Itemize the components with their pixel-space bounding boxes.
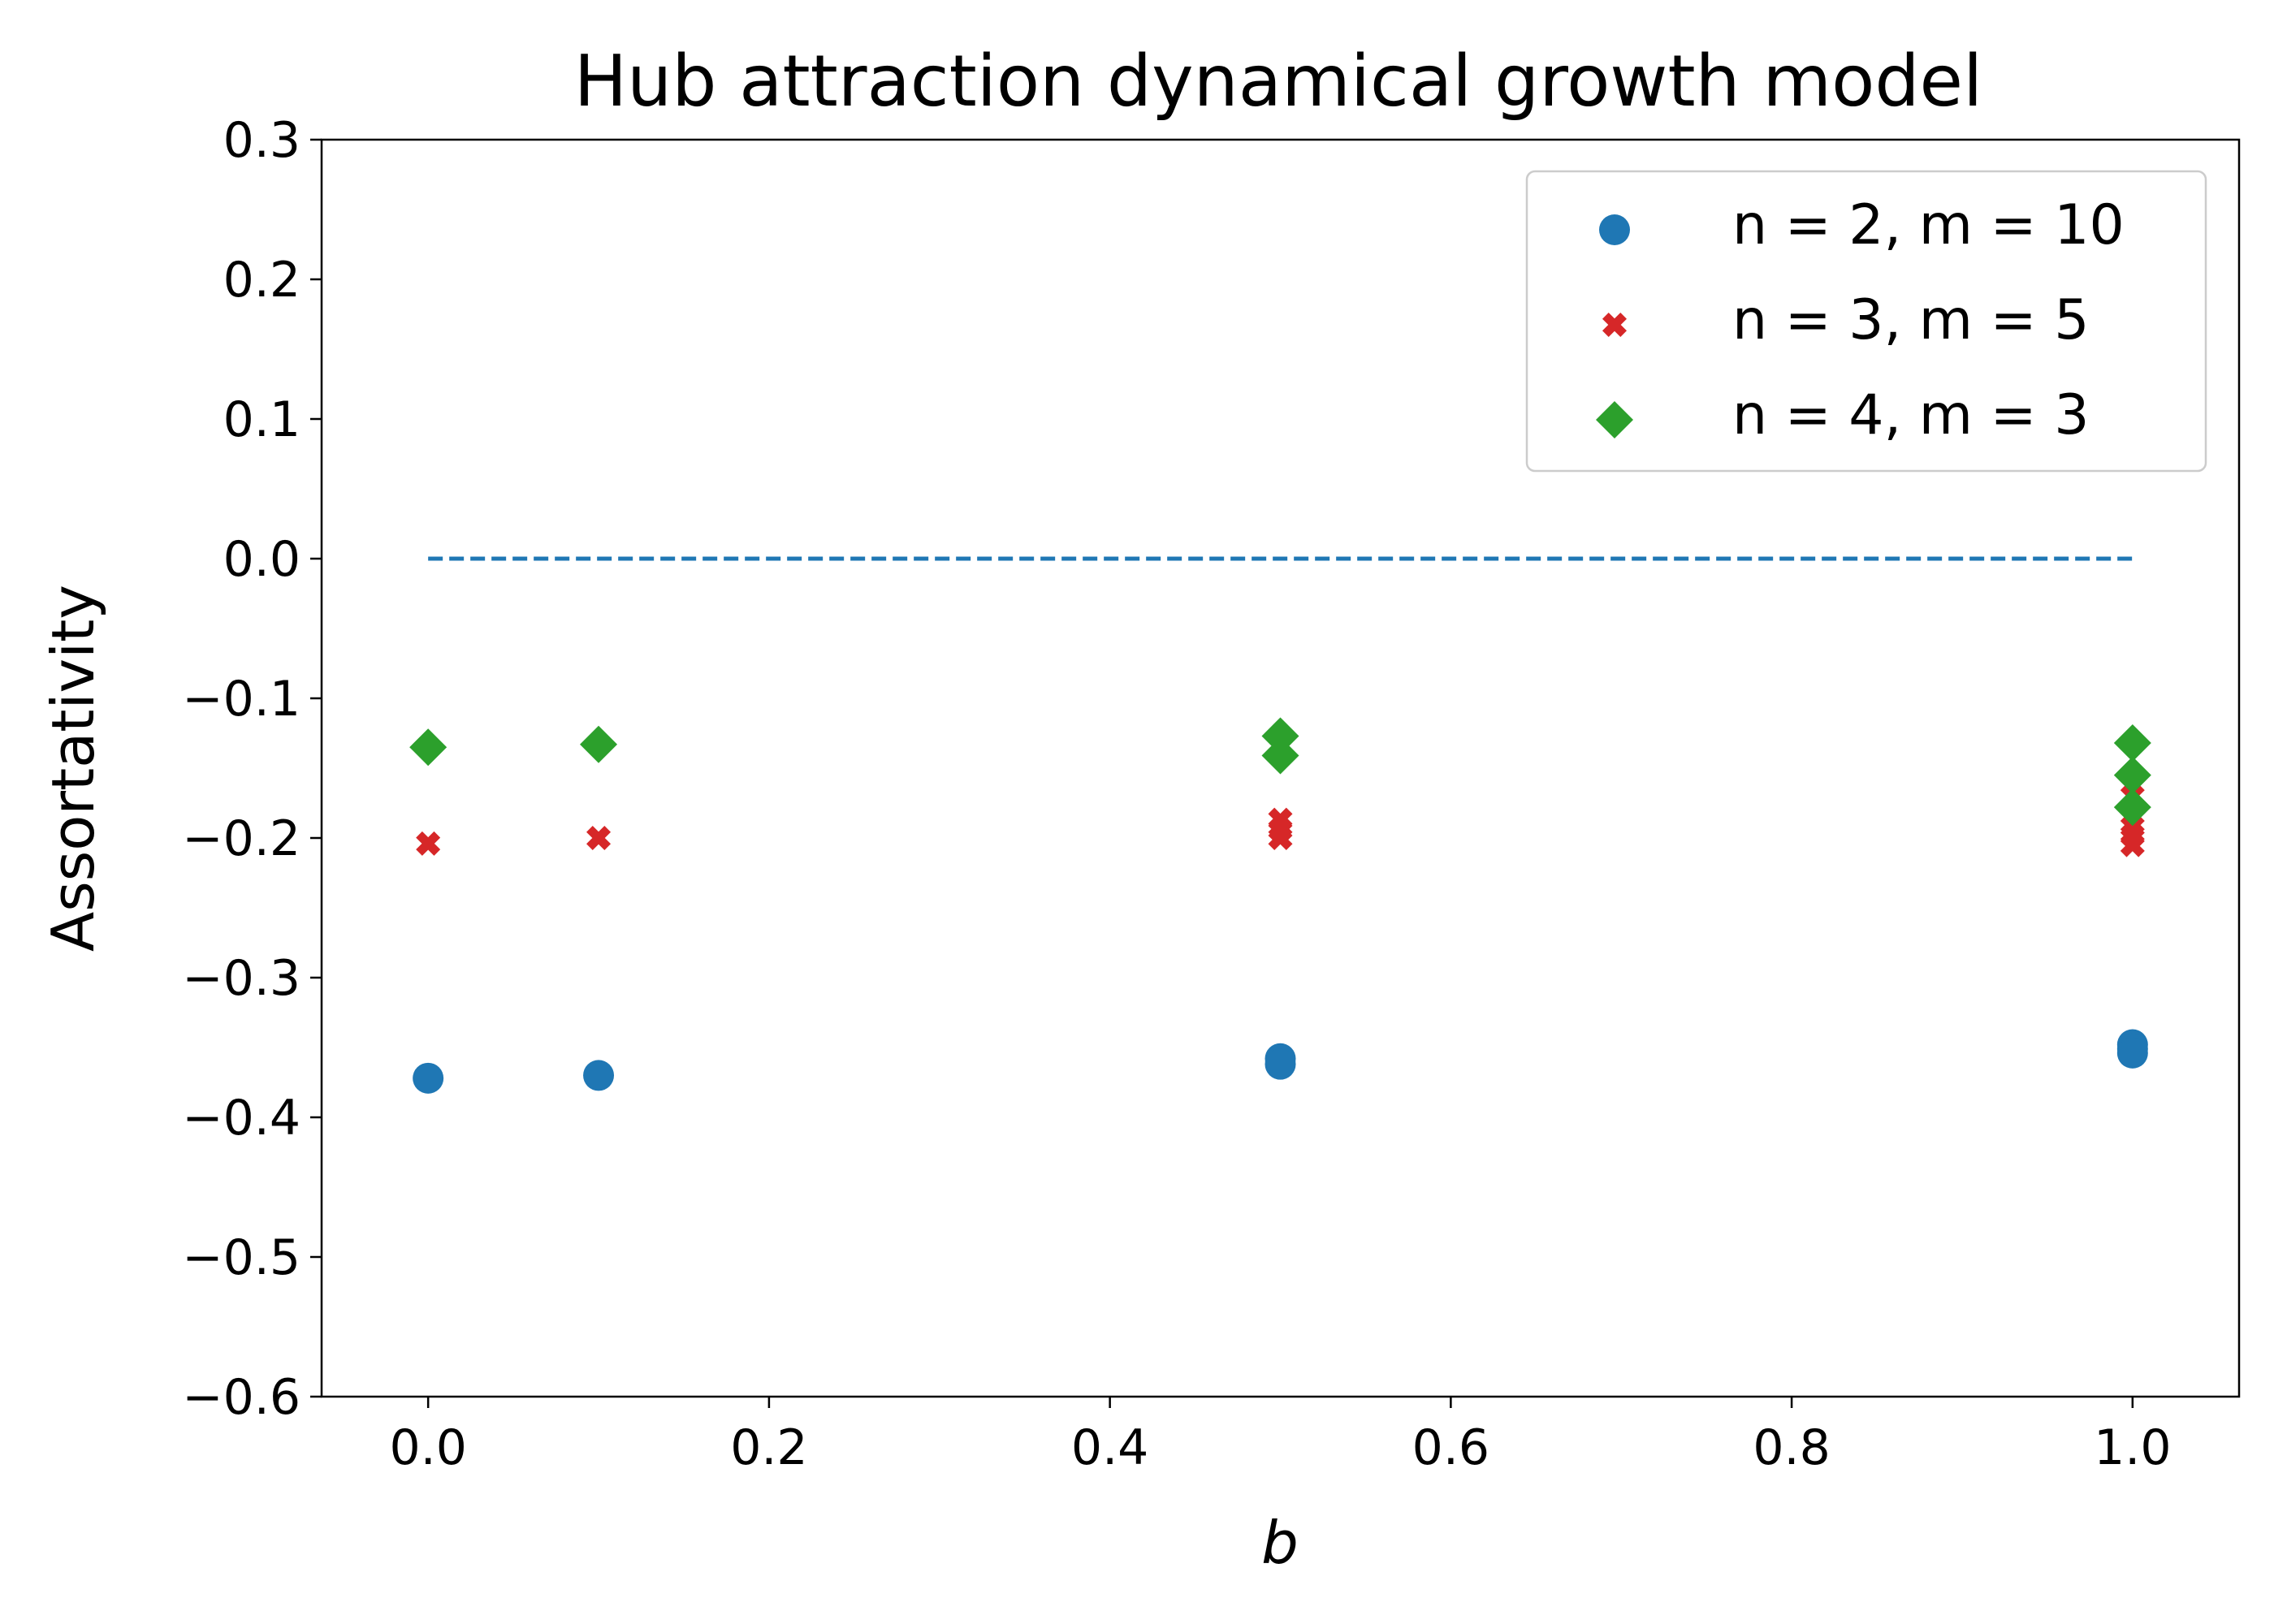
legend-markers bbox=[1596, 214, 1633, 438]
data-point-series-3 bbox=[580, 725, 618, 763]
y-tick-label: 0.1 bbox=[223, 391, 300, 448]
data-point-series-3 bbox=[1261, 717, 1299, 755]
legend-marker-series-2 bbox=[1602, 313, 1627, 337]
y-tick-label: −0.3 bbox=[182, 950, 300, 1007]
data-point-series-1 bbox=[583, 1060, 615, 1091]
x-tick-label: 0.2 bbox=[730, 1419, 807, 1476]
data-point-series-3 bbox=[2113, 788, 2151, 827]
y-tick-label: −0.1 bbox=[182, 671, 300, 728]
x-axis: 0.0 0.2 0.4 0.6 0.8 1.0 bbox=[389, 1397, 2172, 1476]
data-point-series-2 bbox=[2120, 832, 2145, 857]
data-point-series-3 bbox=[409, 728, 447, 767]
x-tick-label: 0.6 bbox=[1412, 1419, 1489, 1476]
data-point-series-1 bbox=[2116, 1037, 2148, 1069]
legend: n = 2, m = 10 n = 3, m = 5 n = 4, m = 3 bbox=[1525, 170, 2207, 473]
y-tick-label: −0.6 bbox=[182, 1369, 300, 1426]
data-point-series-1 bbox=[413, 1062, 444, 1094]
data-point-series-3 bbox=[1261, 736, 1299, 775]
legend-marker-series-1 bbox=[1599, 214, 1630, 245]
y-tick-label: 0.2 bbox=[223, 252, 300, 309]
data-points bbox=[409, 717, 2151, 1094]
legend-label-series-1: n = 2, m = 10 bbox=[1732, 193, 2125, 257]
legend-frame bbox=[1525, 170, 2207, 473]
legend-marker-series-3 bbox=[1596, 401, 1633, 438]
legend-label-series-2: n = 3, m = 5 bbox=[1732, 288, 2090, 352]
y-axis: 0.3 0.2 0.1 0.0 −0.1 −0.2 −0.3 −0.4 −0.5 −0.6 bbox=[182, 112, 322, 1426]
data-point-series-2 bbox=[586, 826, 612, 850]
x-axis-label: b bbox=[1261, 1509, 1299, 1577]
data-point-series-2 bbox=[416, 831, 441, 856]
y-tick-label: −0.2 bbox=[182, 810, 300, 867]
y-tick-label: 0.0 bbox=[223, 531, 300, 588]
y-tick-label: −0.5 bbox=[182, 1229, 300, 1286]
y-axis-label: Assortativity bbox=[39, 585, 107, 952]
x-tick-label: 0.0 bbox=[389, 1419, 466, 1476]
plot-frame bbox=[320, 138, 2241, 1398]
data-point-series-1 bbox=[1265, 1048, 1296, 1080]
data-point-series-2 bbox=[1268, 826, 1293, 850]
x-tick-label: 0.8 bbox=[1753, 1419, 1830, 1476]
y-tick-label: −0.4 bbox=[182, 1090, 300, 1147]
x-tick-label: 0.4 bbox=[1071, 1419, 1148, 1476]
data-point-series-3 bbox=[2113, 724, 2151, 762]
x-tick-label: 1.0 bbox=[2094, 1419, 2171, 1476]
y-tick-label: 0.3 bbox=[223, 112, 300, 169]
legend-label-series-3: n = 4, m = 3 bbox=[1732, 383, 2090, 447]
chart-title: Hub attraction dynamical growth model bbox=[574, 40, 1983, 123]
data-point-series-3 bbox=[2113, 756, 2151, 794]
